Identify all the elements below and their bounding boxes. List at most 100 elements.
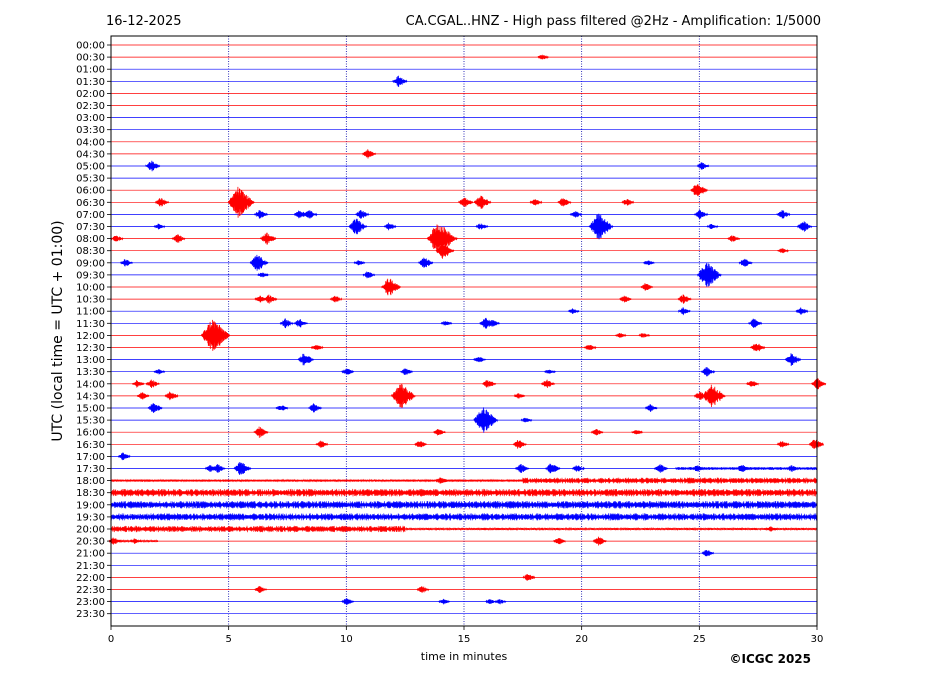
event-122 [341,598,355,606]
event-120 [254,585,267,594]
y-axis-label: UTC (local time = UTC + 01:00) [50,220,66,441]
event-109 [692,465,705,472]
event-45 [640,283,654,291]
y-tick-label: 04:00 [76,137,105,148]
event-60 [200,319,231,351]
noise-band-5 [110,513,818,521]
event-105 [515,464,530,473]
chart-date: 16-12-2025 [106,14,182,29]
event-111 [786,465,799,472]
event-22 [383,222,397,231]
plot-frame [110,35,818,627]
y-tick-label: 23:00 [76,597,105,608]
event-29 [260,232,277,245]
event-7 [227,186,255,218]
y-tick-label: 10:00 [76,283,105,294]
event-93 [433,428,446,436]
event-13 [254,210,269,219]
event-24 [588,213,614,240]
event-115 [130,538,142,544]
event-8 [458,197,474,207]
event-56 [440,321,453,326]
event-74 [132,380,145,388]
event-16 [355,210,370,219]
event-54 [279,318,294,329]
y-tick-label: 20:00 [76,525,105,536]
y-tick-label: 03:30 [76,125,105,136]
y-tick-label: 09:00 [76,258,105,269]
event-119 [522,574,536,581]
event-10 [529,199,543,206]
x-tick-label: 25 [693,634,706,645]
event-42 [362,271,376,279]
event-108 [654,464,669,473]
vertical-gridlines [228,36,700,626]
event-25 [706,223,719,230]
y-tick-label: 12:00 [76,331,105,342]
event-37 [353,260,366,266]
x-tick-label: 0 [108,634,114,645]
event-32 [727,235,740,242]
y-tick-label: 03:00 [76,113,105,124]
event-6 [155,198,169,207]
event-48 [329,295,343,303]
event-52 [677,307,691,316]
event-58 [487,320,500,327]
event-99 [776,441,790,448]
y-tick-label: 22:00 [76,573,105,584]
event-107 [572,465,585,472]
y-tick-label: 02:00 [76,89,105,100]
y-tick-label: 11:00 [76,307,105,318]
y-tick-label: 00:30 [76,53,105,64]
y-tick-label: 08:30 [76,246,105,257]
event-68 [784,353,802,367]
event-70 [341,368,355,375]
event-103 [211,464,226,473]
event-61 [615,333,627,338]
y-tick-label: 07:30 [76,222,105,233]
event-66 [297,353,314,366]
trace-lines [111,44,817,615]
y-tick-label: 19:00 [76,500,105,511]
y-tick-label: 16:00 [76,428,105,439]
y-tick-label: 13:00 [76,355,105,366]
event-88 [308,403,323,413]
event-11 [557,198,572,207]
event-98 [512,439,527,449]
copyright: ©ICGC 2025 [729,652,811,666]
event-17 [569,211,583,218]
y-tick-label: 16:30 [76,440,105,451]
seismic-events [108,54,827,606]
event-125 [494,598,507,605]
event-86 [147,403,163,413]
event-96 [315,440,329,448]
x-tick-label: 20 [575,634,588,645]
y-tick-label: 14:00 [76,379,105,390]
noise-band-2 [522,477,818,484]
event-2 [362,149,377,159]
y-tick-label: 04:30 [76,149,105,160]
event-121 [416,586,430,593]
event-35 [120,259,133,267]
event-75 [145,379,160,389]
y-tick-label: 13:30 [76,367,105,378]
y-tick-label: 08:00 [76,234,105,245]
x-axis-label: time in minutes [421,650,508,663]
event-94 [590,428,604,436]
y-tick-label: 22:30 [76,585,105,596]
event-9 [473,195,492,209]
event-21 [348,218,368,235]
event-50 [677,294,692,304]
event-3 [145,160,161,172]
event-49 [619,295,632,303]
event-20 [153,223,166,230]
event-40 [738,258,753,267]
y-tick-label: 01:00 [76,65,105,76]
event-76 [482,380,497,388]
y-tick-label: 21:00 [76,549,105,560]
y-tick-label: 21:30 [76,561,105,572]
event-19 [776,210,791,219]
event-95 [631,430,643,435]
event-23 [475,223,489,230]
noise-band-4 [110,500,818,509]
